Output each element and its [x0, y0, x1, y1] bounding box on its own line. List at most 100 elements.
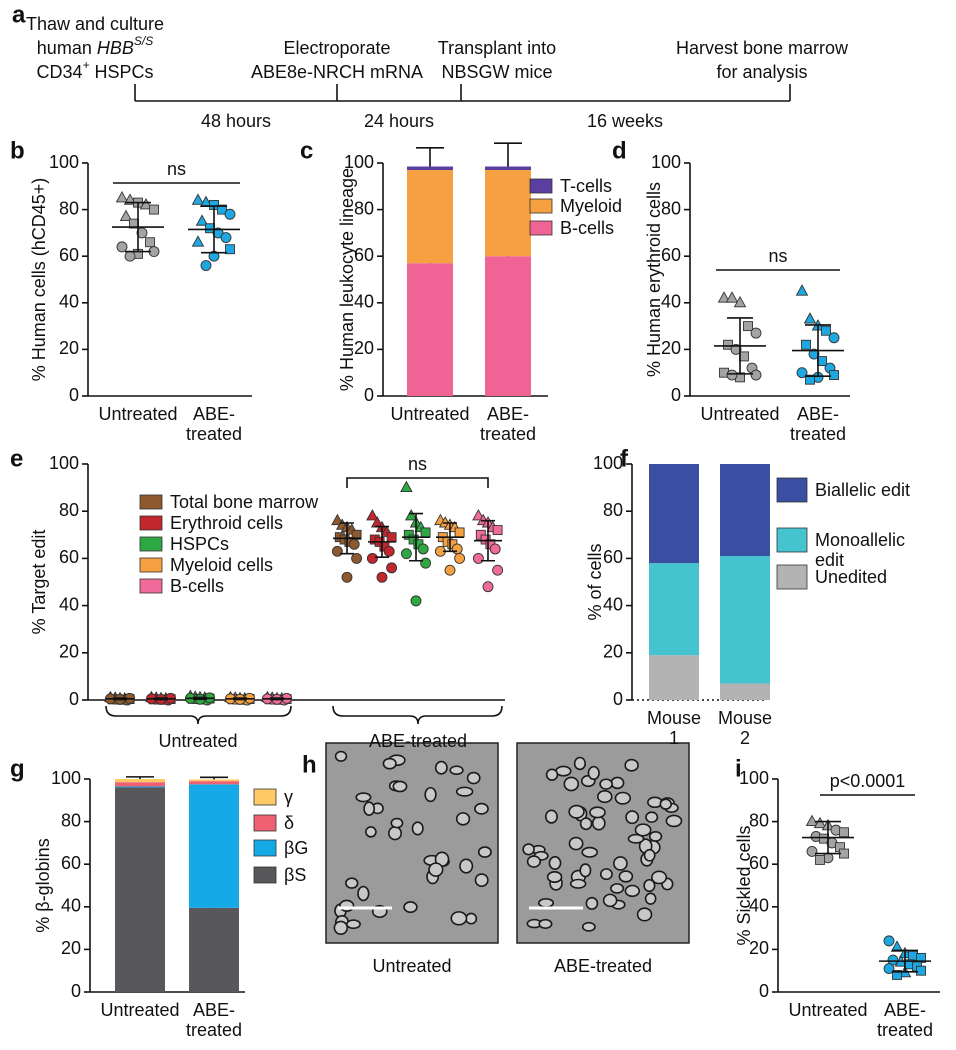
y-tick-label: 20	[603, 642, 623, 662]
y-tick-label: 80	[59, 198, 79, 218]
x-tick-label: ABE-treated	[185, 1000, 243, 1040]
legend-label: Myeloid	[560, 196, 623, 216]
point	[420, 557, 432, 569]
legend-label: B-cells	[170, 576, 225, 596]
step-text: Transplant into	[438, 38, 556, 58]
cell	[569, 878, 587, 889]
bar-segment	[720, 464, 770, 557]
point	[795, 284, 809, 296]
point	[195, 214, 209, 226]
cell	[618, 870, 634, 883]
duration: 24 hours	[364, 111, 434, 131]
y-tick-label: 20	[59, 642, 79, 662]
point	[220, 232, 232, 244]
y-tick-label: 0	[671, 385, 681, 405]
cell	[466, 771, 481, 785]
point	[191, 193, 205, 205]
image-label: Untreated	[372, 956, 451, 976]
y-axis-title: % Human leukocyte lineage	[337, 168, 357, 391]
x-tick-label: Untreated	[98, 404, 178, 424]
bar-segment	[189, 784, 239, 908]
x-tick-label: Untreated	[100, 1000, 180, 1020]
y-tick-label: 60	[661, 245, 681, 265]
x-tick-label: Untreated	[788, 1000, 868, 1020]
step-text: Harvest bone marrow	[676, 38, 849, 58]
point	[331, 545, 343, 557]
duration: 48 hours	[201, 111, 271, 131]
bar-segment	[485, 169, 531, 257]
cell	[333, 920, 349, 935]
cell	[450, 911, 468, 926]
image-label: ABE-treated	[554, 956, 652, 976]
y-tick-label: 60	[749, 853, 769, 873]
bar-segment	[485, 166, 531, 170]
legend-swatch	[776, 527, 808, 553]
point	[733, 295, 747, 308]
legend-swatch	[139, 494, 163, 510]
cell	[665, 814, 683, 828]
cell	[634, 823, 652, 837]
cell	[526, 855, 542, 868]
point	[817, 356, 827, 366]
cell	[465, 912, 478, 925]
y-tick-label: 40	[749, 896, 769, 916]
legend-swatch	[776, 564, 808, 590]
cell	[363, 801, 376, 816]
point	[492, 564, 504, 576]
step-text: Thaw and culture	[26, 14, 164, 34]
panel-letter: b	[10, 137, 25, 164]
y-tick-label: 100	[651, 152, 681, 172]
group-label: Untreated	[158, 731, 237, 751]
sd-bar	[375, 525, 389, 559]
error-bar	[494, 142, 522, 167]
point	[123, 193, 137, 205]
point	[472, 552, 484, 564]
cell	[614, 791, 632, 805]
cell	[568, 836, 584, 851]
cell	[449, 765, 464, 776]
point	[839, 827, 849, 838]
y-tick-label: 100	[739, 768, 769, 788]
x-tick-label: Untreated	[700, 404, 780, 424]
point	[331, 513, 344, 526]
y-tick-label: 40	[354, 292, 374, 312]
y-tick-label: 60	[59, 547, 79, 567]
point	[351, 552, 363, 564]
cell	[382, 757, 397, 770]
cell	[339, 899, 355, 912]
panel-letter: i	[735, 755, 742, 782]
point	[743, 321, 753, 332]
annotation: ns	[768, 246, 787, 266]
cell	[573, 756, 586, 771]
legend-swatch	[253, 866, 277, 884]
sd-bar	[727, 317, 753, 375]
bar-segment	[115, 782, 165, 787]
point	[723, 339, 733, 350]
point	[717, 291, 731, 303]
point	[444, 564, 456, 576]
point	[451, 543, 463, 555]
bar-segment	[189, 779, 239, 782]
y-tick-label: 100	[49, 152, 79, 172]
sd-bar	[805, 324, 831, 377]
cell	[434, 760, 448, 775]
legend-label: βG	[284, 838, 309, 858]
step-text-part: HBB	[97, 38, 134, 58]
error-bar	[416, 147, 444, 167]
legend-swatch	[139, 536, 163, 552]
cell	[624, 884, 641, 898]
step-text: CD34+ HSPCs	[36, 58, 153, 82]
cell	[625, 810, 640, 825]
bar-segment	[485, 256, 531, 396]
legend-swatch	[253, 788, 277, 806]
point	[803, 312, 817, 324]
step-text: ABE8e-NRCH mRNA	[251, 62, 423, 82]
point	[883, 935, 895, 947]
cell	[659, 798, 672, 810]
y-tick-label: 60	[603, 547, 623, 567]
cell	[548, 856, 562, 870]
group-label: ABE-treated	[369, 731, 467, 751]
legend-swatch	[253, 839, 277, 857]
point	[829, 370, 839, 380]
cell	[613, 856, 628, 871]
